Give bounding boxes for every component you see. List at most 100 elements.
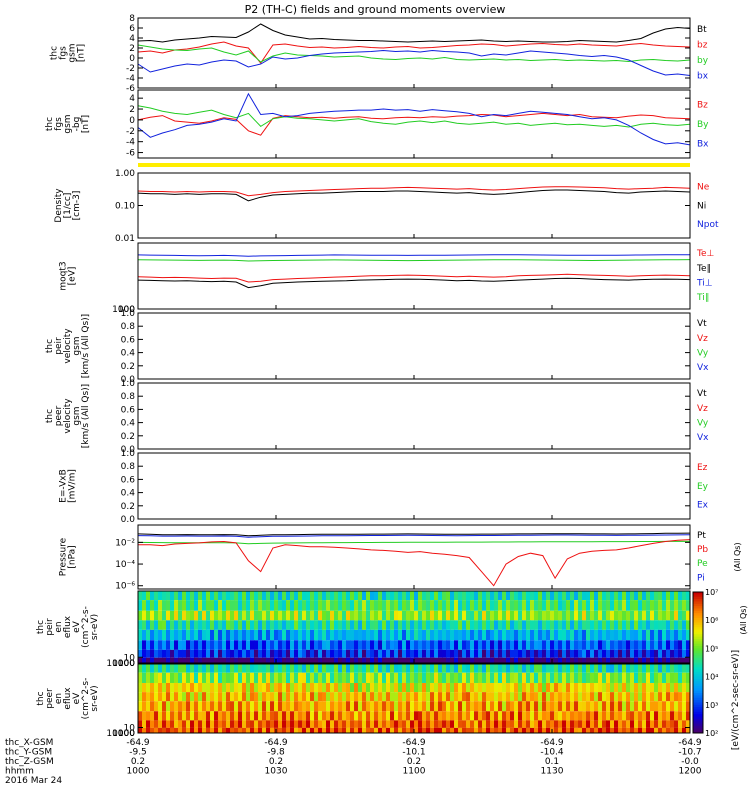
spectrogram-cell <box>466 682 471 693</box>
spectrogram-cell <box>378 711 383 721</box>
spectrogram-cell <box>534 664 539 673</box>
spectrogram-cell <box>354 657 359 663</box>
spectrogram-cell <box>434 701 439 712</box>
spectrogram-cell <box>334 610 339 621</box>
spectrogram-cell <box>198 727 203 733</box>
spectrogram-cell <box>374 629 379 641</box>
spectrogram-cell <box>534 591 539 601</box>
spectrogram-cell <box>230 664 235 673</box>
spectrogram-cell <box>626 711 631 721</box>
legend-entry: Bx <box>697 139 709 149</box>
spectrogram-cell <box>298 649 303 658</box>
spectrogram-cell <box>506 640 511 650</box>
spectrogram-cell <box>590 711 595 721</box>
colorbar-swatch <box>693 716 703 720</box>
spectrogram-cell <box>270 664 275 673</box>
spectrogram-cell <box>586 629 591 641</box>
spectrogram-cell <box>670 701 675 712</box>
spectrogram-cell <box>186 629 191 641</box>
spectrogram-cell <box>554 620 559 630</box>
spectrogram-cell <box>226 711 231 721</box>
spectrogram-cell <box>574 640 579 650</box>
x-tick-label: -64.9 <box>264 738 288 748</box>
spectrogram-cell <box>514 692 519 702</box>
spectrogram-cell <box>258 727 263 733</box>
spectrogram-cell <box>610 711 615 721</box>
spectrogram-cell <box>330 657 335 663</box>
spectrogram-cell <box>242 682 247 693</box>
spectrogram-cell <box>186 657 191 663</box>
spectrogram-cell <box>230 600 235 611</box>
y-tick-label: 0.01 <box>115 234 135 244</box>
spectrogram-cell <box>218 682 223 693</box>
y-tick-label: 0.8 <box>121 462 136 472</box>
spectrogram-cell <box>550 711 555 721</box>
spectrogram-cell <box>614 711 619 721</box>
spectrogram-cell <box>274 664 279 673</box>
spectrogram-cell <box>326 600 331 611</box>
spectrogram-cell <box>150 711 155 721</box>
spectrogram-cell <box>182 682 187 693</box>
spectrogram-cell <box>414 640 419 650</box>
spectrogram-cell <box>270 610 275 621</box>
spectrogram-cell <box>442 720 447 728</box>
spectrogram-cell <box>170 649 175 658</box>
spectrogram-cell <box>490 591 495 601</box>
spectrogram-cell <box>542 620 547 630</box>
spectrogram-cell <box>642 610 647 621</box>
colorbar-swatch <box>693 678 703 682</box>
spectrogram-cell <box>278 610 283 621</box>
spectrogram-cell <box>170 664 175 673</box>
spectrogram-cell <box>406 657 411 663</box>
spectrogram-cell <box>346 727 351 733</box>
spectrogram-cell <box>546 701 551 712</box>
spectrogram-cell <box>338 629 343 641</box>
spectrogram-cell <box>258 720 263 728</box>
spectrogram-cell <box>450 640 455 650</box>
spectrogram-cell <box>202 727 207 733</box>
y-axis-label: thc <box>36 620 46 634</box>
spectrogram-cell <box>542 727 547 733</box>
spectrogram-cell <box>658 701 663 712</box>
spectrogram-cell <box>278 701 283 712</box>
spectrogram-cell <box>250 629 255 641</box>
spectrogram-cell <box>194 629 199 641</box>
spectrogram-cell <box>330 640 335 650</box>
spectrogram-cell <box>374 620 379 630</box>
spectrogram-cell <box>538 720 543 728</box>
colorbar-swatch <box>693 709 703 713</box>
spectrogram-cell <box>486 640 491 650</box>
spectrogram-cell <box>258 664 263 673</box>
colorbar-tick-label: 10³ <box>705 701 718 710</box>
spectrogram-cell <box>530 629 535 641</box>
spectrogram-cell <box>514 682 519 693</box>
spectrogram-cell <box>622 591 627 601</box>
x-tick-label: -64.9 <box>678 738 702 748</box>
spectrogram-cell <box>494 720 499 728</box>
spectrogram-cell <box>258 600 263 611</box>
spectrogram-cell <box>310 657 315 663</box>
spectrogram-cell <box>346 682 351 693</box>
spectrogram-cell <box>194 657 199 663</box>
colorbar-swatch <box>693 639 703 642</box>
x-row-label: thc_Z-GSM <box>5 757 54 767</box>
spectrogram-cell <box>330 600 335 611</box>
y-tick-label: 1000 <box>112 729 135 739</box>
spectrogram-cell <box>138 649 143 658</box>
spectrogram-cell <box>322 682 327 693</box>
spectrogram-cell <box>230 610 235 621</box>
spectrogram-cell <box>458 649 463 658</box>
spectrogram-cell <box>646 591 651 601</box>
spectrogram-cell <box>226 649 231 658</box>
spectrogram-cell <box>294 701 299 712</box>
spectrogram-cell <box>302 727 307 733</box>
spectrogram-cell <box>154 591 159 601</box>
spectrogram-cell <box>454 657 459 663</box>
spectrogram-cell <box>274 720 279 728</box>
spectrogram-cell <box>658 640 663 650</box>
spectrogram-cell <box>530 682 535 693</box>
spectrogram-cell <box>402 682 407 693</box>
spectrogram-cell <box>326 620 331 630</box>
spectrogram-cell <box>342 711 347 721</box>
spectrogram-cell <box>330 672 335 683</box>
